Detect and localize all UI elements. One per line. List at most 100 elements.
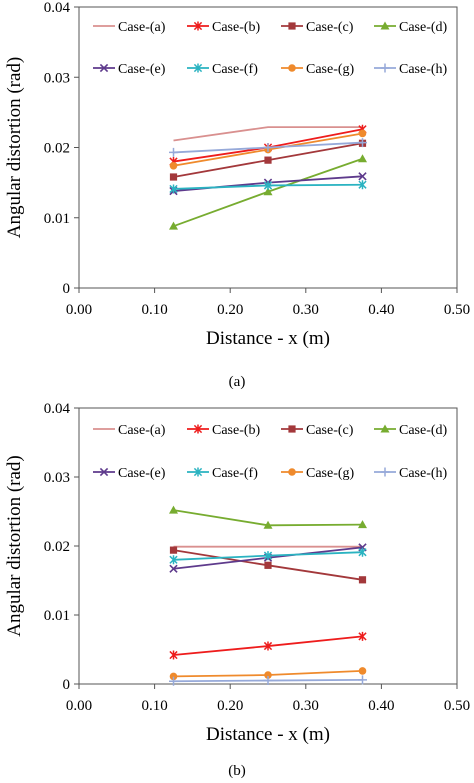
legend-swatch-marker (380, 21, 390, 30)
x-tick-label: 0.30 (293, 302, 319, 318)
legend-swatch-marker (193, 63, 203, 73)
chart-panel-a: 0.00 0.10 0.20 0.30 0.40 0.50 0 0.01 0.02 0.03 0.0… (4, 0, 470, 349)
legend-item: Case-(e) (93, 466, 166, 481)
legend-swatch-marker (193, 21, 203, 31)
legend-item: Case-(d) (374, 423, 448, 438)
x-axis-label: Distance - x (m) (206, 328, 330, 349)
data-point-marker (358, 520, 367, 529)
legend-label: Case-(e) (118, 62, 166, 77)
x-axis-label: Distance - x (m) (206, 724, 330, 745)
x-tick-label: 0.20 (217, 698, 243, 714)
legend-item: Case-(f) (187, 62, 258, 77)
legend-label: Case-(d) (399, 423, 448, 438)
legend-item: Case-(b) (187, 20, 261, 35)
legend: Case-(a) Case-(b) Case-(c) Case-(d) Case-(e)… (93, 20, 448, 77)
y-axis-label: Angular distortion (rad) (4, 57, 25, 239)
data-point-marker (358, 129, 367, 138)
legend-item: Case-(h) (374, 466, 448, 481)
legend-label: Case-(h) (399, 62, 448, 77)
figure-caption: (b) (228, 763, 246, 779)
data-point-marker (358, 675, 367, 685)
series-case-c (169, 546, 367, 584)
legend-item: Case-(d) (374, 20, 448, 35)
y-tick-label: 0.01 (44, 211, 70, 227)
legend-swatch-marker (380, 467, 390, 477)
figure-caption: (a) (229, 374, 246, 390)
x-tick-label: 0.50 (444, 302, 470, 318)
x-tick-label: 0.00 (66, 302, 92, 318)
y-tick-label: 0.04 (44, 0, 71, 16)
legend-label: Case-(h) (399, 466, 448, 481)
y-tick-label: 0.02 (44, 141, 70, 157)
legend-label: Case-(f) (212, 62, 258, 77)
x-tick-label: 0.10 (141, 302, 167, 318)
chart-panel-b: 0.00 0.10 0.20 0.30 0.40 0.50 0 0.01 0.02 0.03 0.0… (4, 401, 470, 745)
x-tick-label: 0.10 (141, 698, 167, 714)
legend-swatch-marker (288, 468, 296, 476)
data-point-marker (169, 546, 178, 554)
legend-label: Case-(a) (118, 423, 166, 438)
data-point-marker (263, 187, 273, 196)
data-point-marker (263, 676, 273, 686)
legend-swatch-marker (193, 424, 203, 434)
legend-swatch-marker (288, 425, 296, 433)
x-tick-label: 0.00 (66, 698, 92, 714)
legend-label: Case-(f) (212, 466, 258, 481)
series-case-f (169, 547, 367, 565)
y-tick-label: 0.02 (44, 539, 70, 555)
y-tick-label: 0.03 (44, 470, 70, 486)
legend-label: Case-(d) (399, 20, 448, 35)
legend-swatch-marker (380, 63, 390, 73)
series-case-d (169, 154, 367, 230)
legend-swatch-marker (288, 64, 296, 72)
data-point-marker (263, 180, 273, 190)
data-point-marker (358, 172, 367, 181)
legend-label: Case-(b) (212, 20, 261, 35)
data-point-marker (169, 650, 178, 660)
legend-item: Case-(h) (374, 62, 448, 77)
legend-item: Case-(g) (281, 466, 355, 481)
x-tick-label: 0.50 (444, 698, 470, 714)
data-point-marker (358, 576, 367, 584)
y-tick-label: 0.01 (44, 608, 70, 624)
legend-swatch-marker (99, 467, 109, 477)
y-tick-label: 0 (63, 281, 71, 297)
series-case-g (169, 667, 367, 681)
legend-label: Case-(a) (118, 20, 166, 35)
data-point-marker (169, 676, 178, 686)
data-point-marker (263, 551, 273, 561)
series-case-a (173, 126, 363, 142)
data-point-marker (169, 161, 178, 170)
legend-item: Case-(b) (187, 423, 261, 438)
data-point-marker (358, 154, 367, 163)
data-point-marker (169, 221, 178, 230)
data-point-marker (169, 173, 178, 181)
legend-label: Case-(g) (306, 466, 355, 481)
legend-label: Case-(e) (118, 466, 166, 481)
data-point-marker (264, 561, 272, 569)
y-tick-label: 0.04 (44, 401, 71, 417)
legend-label: Case-(g) (306, 62, 355, 77)
legend-swatch-marker (99, 63, 109, 73)
x-tick-label: 0.40 (368, 698, 394, 714)
data-point-marker (169, 184, 178, 194)
data-point-marker (169, 672, 178, 681)
x-tick-label: 0.40 (368, 302, 394, 318)
legend-label: Case-(c) (306, 20, 354, 35)
y-axis-label: Angular distortion (rad) (4, 455, 25, 637)
legend-item: Case-(e) (93, 62, 166, 77)
y-tick-label: 0.03 (44, 70, 70, 86)
data-point-marker (169, 564, 178, 573)
data-point-marker (358, 547, 367, 557)
data-point-marker (263, 520, 273, 529)
series-case-d (169, 505, 367, 529)
data-point-marker (358, 631, 367, 641)
legend-swatch-marker (193, 467, 203, 477)
data-point-marker (358, 180, 367, 190)
legend-item: Case-(c) (281, 423, 354, 438)
x-tick-label: 0.20 (217, 302, 243, 318)
series-case-h (169, 675, 367, 686)
series-case-b (169, 631, 367, 660)
data-point-marker (264, 156, 272, 164)
